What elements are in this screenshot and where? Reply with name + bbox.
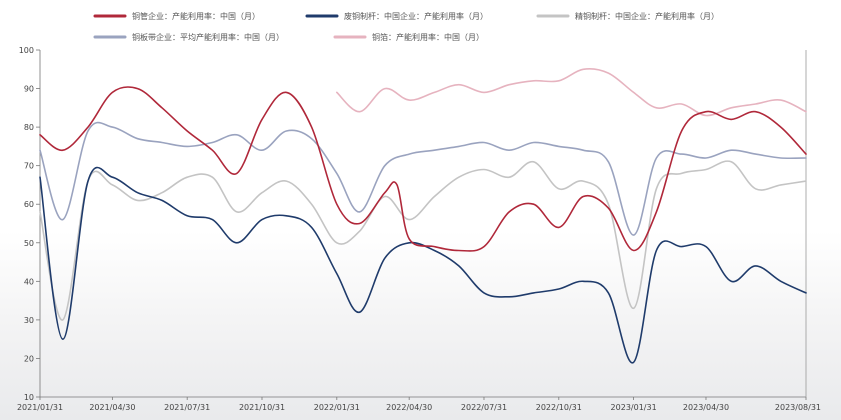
x-tick-label: 2023/01/31: [611, 403, 657, 412]
x-tick-label: 2021/01/31: [17, 403, 63, 412]
y-tick-label: 70: [24, 162, 34, 171]
x-tick-label: 2022/07/31: [461, 403, 507, 412]
y-tick-label: 10: [24, 393, 34, 402]
y-tick-label: 60: [24, 200, 34, 209]
y-tick-label: 90: [24, 85, 34, 94]
x-tick-label: 2021/04/30: [89, 403, 135, 412]
legend-label-2: 废铜制杆：中国企业：产能利用率（月）: [344, 11, 488, 21]
chart-axes: 10 20 30 40 50 60 70 80 90 100 2021/01/31 2021/04/3…: [17, 46, 821, 412]
x-tick-label: 2021/07/31: [164, 403, 210, 412]
x-tick-label: 2022/01/31: [314, 403, 360, 412]
x-tick-label: 2022/10/31: [536, 403, 582, 412]
y-tick-label: 50: [24, 239, 34, 248]
x-tick-label: 2021/10/31: [239, 403, 285, 412]
legend-label-3: 精铜制杆：中国企业：产能利用率（月）: [575, 11, 719, 21]
chart-series: [39, 68, 807, 364]
y-tick-label: 30: [24, 316, 34, 325]
series-line-1: [39, 86, 807, 252]
legend-label-5: 铜箔：产能利用率：中国（月）: [372, 32, 484, 42]
legend-label-1: 铜管企业：产能利用率：中国（月）: [132, 11, 260, 21]
x-tick-label: 2022/04/30: [386, 403, 432, 412]
series-line-5: [336, 68, 807, 117]
chart-legend: 铜管企业：产能利用率：中国（月） 废铜制杆：中国企业：产能利用率（月） 精铜制杆：中…: [93, 11, 719, 42]
y-tick-label: 100: [19, 46, 34, 55]
series-line-4: [39, 121, 807, 236]
legend-label-4: 铜板带企业：平均产能利用率：中国（月）: [132, 32, 284, 42]
y-tick-label: 40: [24, 277, 34, 286]
x-tick-label: 2023/04/30: [683, 403, 729, 412]
y-tick-label: 80: [24, 123, 34, 132]
x-tick-label: 2023/08/31: [775, 403, 821, 412]
y-tick-label: 20: [24, 354, 34, 363]
series-line-3: [39, 160, 807, 321]
